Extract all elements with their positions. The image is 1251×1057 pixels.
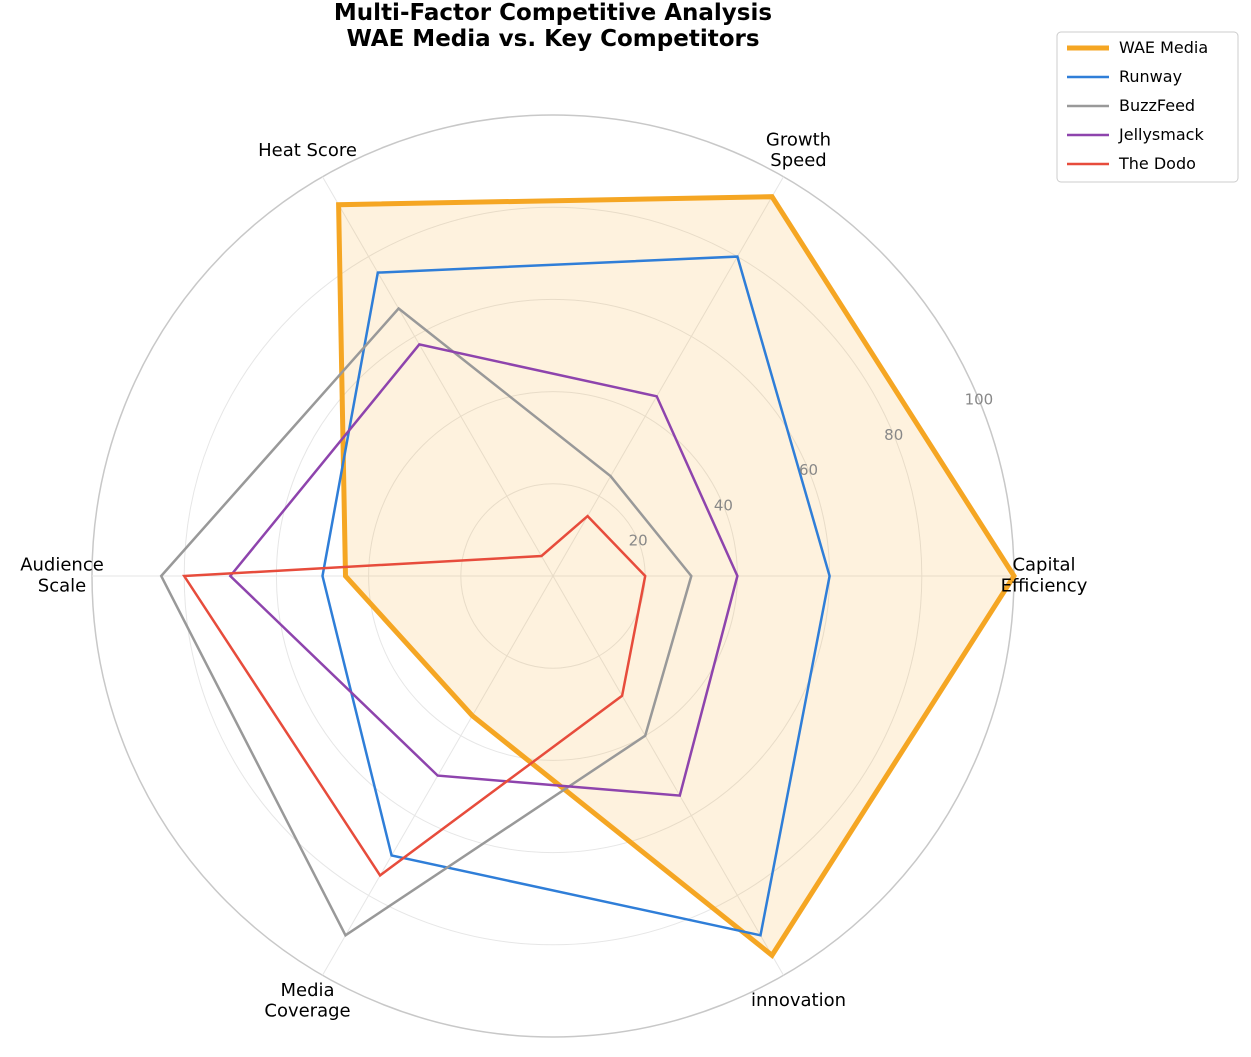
series-line [336,194,1017,959]
r-tick-label: 40 [714,496,733,514]
r-tick-label: 100 [965,390,994,408]
series-area [338,196,1015,956]
category-label: Capital Efficiency [1001,555,1088,597]
category-label: Growth Speed [766,129,831,171]
legend-box [1056,31,1239,183]
r-tick-label: 80 [884,425,903,443]
series-line [321,255,831,937]
chart-title: Multi-Factor Competitive Analysis WAE Med… [334,0,772,52]
legend-label: Jellysmack [1118,125,1204,144]
series-line [181,514,647,878]
category-label: Audience Scale [20,555,104,597]
legend-label: The Dodo [1118,154,1196,173]
spoke [552,176,784,577]
r-tick-label: 60 [799,461,818,479]
series-line [159,306,693,938]
category-label: Heat Score [258,140,357,161]
legend-label: BuzzFeed [1119,96,1195,115]
r-tick-label: 20 [629,531,648,549]
spoke [552,575,784,976]
legend-label: Runway [1119,67,1182,86]
legend-label: WAE Media [1119,38,1208,57]
category-label: innovation [751,990,846,1011]
spoke [322,176,554,577]
series-line [228,343,739,797]
category-label: Media Coverage [264,980,350,1022]
